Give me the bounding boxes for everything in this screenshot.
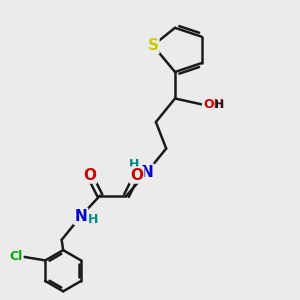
Text: OH: OH <box>203 98 224 111</box>
Text: H: H <box>215 100 224 110</box>
Text: H: H <box>88 213 98 226</box>
Text: Cl: Cl <box>9 250 22 263</box>
Text: O: O <box>130 167 143 182</box>
Text: O: O <box>83 167 96 182</box>
Text: N: N <box>74 209 87 224</box>
Text: N: N <box>141 165 153 180</box>
Text: H: H <box>129 158 139 171</box>
Text: S: S <box>147 38 158 53</box>
